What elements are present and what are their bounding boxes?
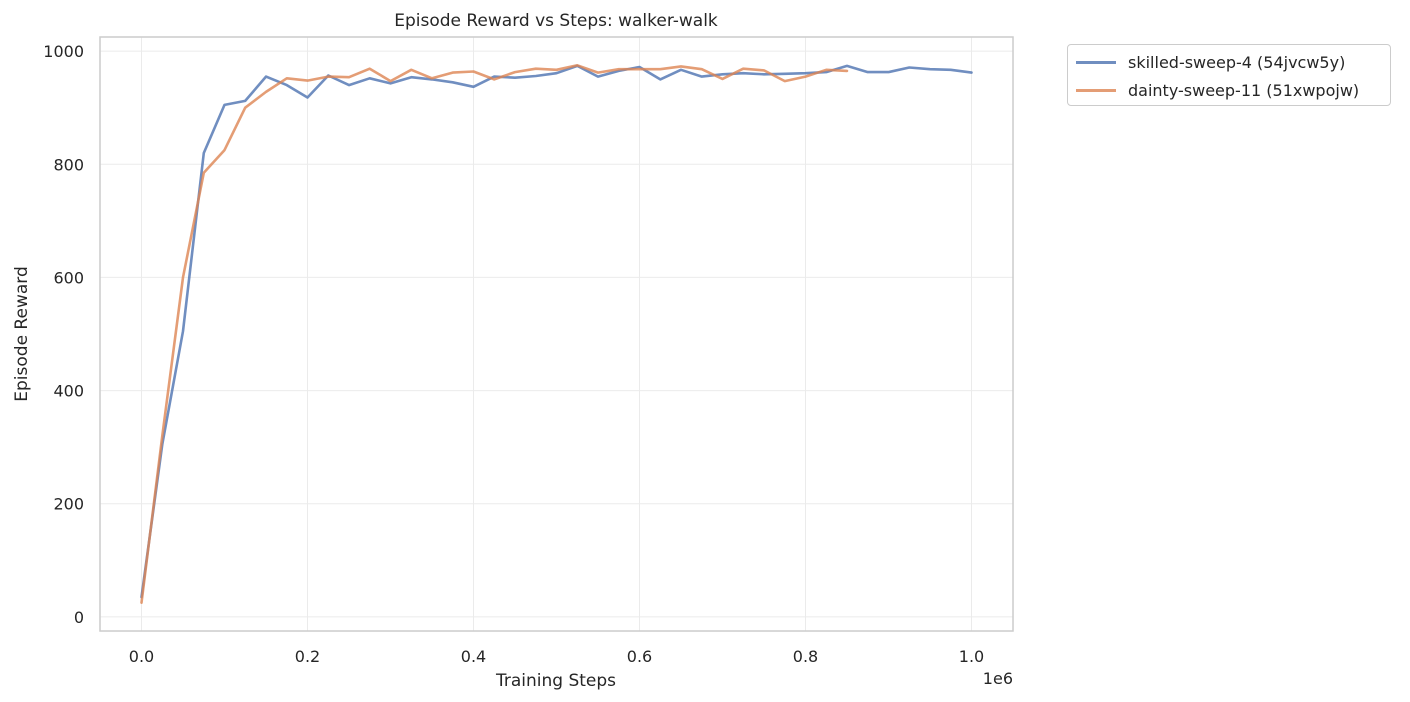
series-layer bbox=[140, 64, 973, 605]
x-tick-label: 0.6 bbox=[627, 647, 652, 666]
y-tick-label: 0 bbox=[74, 608, 84, 627]
x-tick-label: 0.8 bbox=[793, 647, 818, 666]
y-tick-label: 600 bbox=[53, 268, 84, 287]
x-tick-labels: 0.0 0.2 0.4 0.6 0.8 1.0 bbox=[129, 647, 984, 666]
x-tick-label: 0.4 bbox=[461, 647, 486, 666]
legend: skilled-sweep-4 (54jvcw5y) dainty-sweep-… bbox=[1067, 44, 1391, 106]
x-axis-label: Training Steps bbox=[495, 671, 616, 691]
legend-label-series-2: dainty-sweep-11 (51xwpojw) bbox=[1128, 80, 1360, 100]
legend-item: dainty-sweep-11 (51xwpojw) bbox=[1076, 79, 1359, 101]
legend-swatch-series-2 bbox=[1076, 88, 1116, 92]
x-axis-offset-label: 1e6 bbox=[983, 669, 1013, 688]
y-tick-label: 800 bbox=[53, 155, 84, 174]
legend-label-series-1: skilled-sweep-4 (54jvcw5y) bbox=[1128, 52, 1346, 72]
x-tick-label: 0.0 bbox=[129, 647, 154, 666]
y-tick-labels: 0 200 400 600 800 1000 bbox=[43, 42, 84, 627]
legend-swatch-series-1 bbox=[1076, 60, 1116, 64]
plot-background bbox=[100, 37, 1013, 631]
series-line-2 bbox=[140, 64, 849, 605]
y-tick-label: 200 bbox=[53, 495, 84, 514]
legend-item: skilled-sweep-4 (54jvcw5y) bbox=[1076, 51, 1345, 73]
grid bbox=[100, 37, 1013, 631]
plot-frame bbox=[99, 36, 1014, 632]
x-tick-label: 1.0 bbox=[959, 647, 984, 666]
y-tick-label: 1000 bbox=[43, 42, 84, 61]
x-tick-label: 0.2 bbox=[295, 647, 320, 666]
y-tick-label: 400 bbox=[53, 382, 84, 401]
y-axis-label: Episode Reward bbox=[12, 266, 32, 401]
chart-title: Episode Reward vs Steps: walker-walk bbox=[394, 11, 718, 31]
